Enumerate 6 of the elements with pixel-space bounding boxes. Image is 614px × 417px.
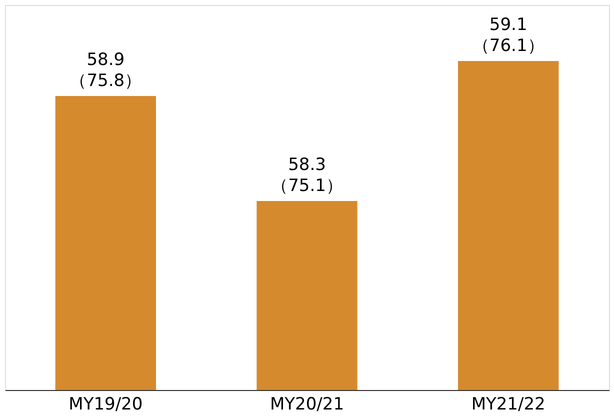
x-tick-label: MY20/21 bbox=[270, 394, 344, 414]
data-label: 58.3 （75.1） bbox=[271, 155, 343, 196]
x-tick-label: MY21/22 bbox=[471, 394, 546, 414]
data-label: 58.9 （75.8） bbox=[70, 50, 142, 91]
x-tick-label: MY19/20 bbox=[68, 394, 143, 414]
data-label: 59.1 （76.1） bbox=[472, 15, 544, 56]
